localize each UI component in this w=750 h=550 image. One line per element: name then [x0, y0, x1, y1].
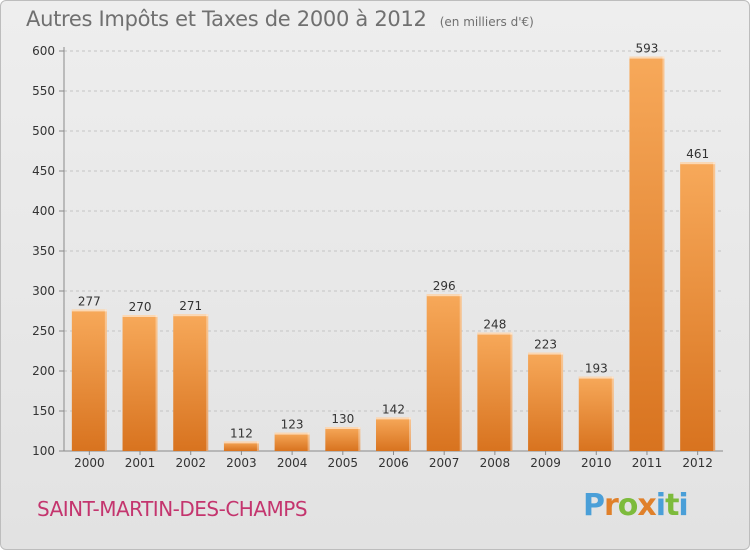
value-label-2001: 270 [129, 300, 152, 314]
bar-2008 [477, 332, 513, 451]
bar-edge-2006 [409, 417, 411, 451]
bar-highlight-2001 [122, 315, 158, 317]
y-tick-label: 300 [32, 284, 55, 298]
bar-edge-2008 [510, 332, 513, 451]
x-tick-label-2007: 2007 [429, 456, 460, 470]
bar-2000 [71, 309, 107, 451]
y-tick-label: 500 [32, 124, 55, 138]
chart-bars [71, 56, 716, 451]
bar-2011 [629, 56, 665, 451]
bar-2009 [528, 352, 564, 451]
y-tick-label: 150 [32, 404, 55, 418]
bar-edge-2000 [104, 309, 107, 451]
bar-highlight-2007 [426, 294, 462, 297]
value-label-2011: 593 [636, 42, 659, 56]
value-label-2009: 223 [534, 338, 557, 352]
logo-letter: r [604, 488, 619, 523]
bar-edge-2011 [662, 56, 665, 451]
y-tick-label: 400 [32, 204, 55, 218]
bar-2003 [223, 441, 259, 451]
bar-2002 [173, 314, 209, 451]
bar-highlight-2009 [528, 352, 564, 355]
bar-2004 [274, 432, 310, 451]
value-label-2012: 461 [686, 147, 709, 161]
bar-edge-2012 [713, 162, 716, 451]
bar-2001 [122, 315, 158, 451]
x-tick-label-2002: 2002 [175, 456, 206, 470]
x-tick-label-2005: 2005 [328, 456, 359, 470]
value-label-2010: 193 [585, 362, 608, 376]
x-tick-label-2010: 2010 [581, 456, 612, 470]
y-tick-label: 350 [32, 244, 55, 258]
bar-highlight-2000 [71, 309, 107, 312]
bar-highlight-2003 [223, 441, 259, 444]
logo-letter: o [617, 488, 639, 523]
logo-letter: P [583, 488, 605, 523]
bar-edge-2003 [256, 441, 259, 451]
value-label-2008: 248 [483, 318, 506, 332]
bar-2010 [578, 376, 614, 451]
value-label-2006: 142 [382, 402, 405, 416]
bar-highlight-2004 [274, 432, 310, 435]
chart-title-block: Autres Impôts et Taxes de 2000 à 2012 (e… [26, 7, 534, 31]
bar-edge-2009 [561, 352, 564, 451]
bar-2012 [680, 162, 716, 451]
value-label-2005: 130 [331, 412, 354, 426]
chart-grid [64, 50, 723, 412]
x-tick-label-2006: 2006 [378, 456, 409, 470]
logo-letter: i [678, 488, 688, 523]
x-tick-label-2008: 2008 [480, 456, 511, 470]
x-tick-label-2003: 2003 [226, 456, 257, 470]
bar-highlight-2010 [578, 376, 614, 379]
bar-2005 [325, 427, 361, 451]
commune-name: SAINT-MARTIN-DES-CHAMPS [37, 497, 308, 521]
logo-letter: i [655, 488, 666, 523]
value-label-2007: 296 [433, 279, 456, 293]
y-tick-label: 600 [32, 44, 55, 58]
proxiti-logo[interactable]: Proxiti [583, 488, 689, 523]
y-tick-label: 100 [32, 444, 55, 458]
logo-letter: t [665, 488, 679, 523]
x-tick-label-2012: 2012 [682, 456, 713, 470]
bar-highlight-2002 [173, 314, 209, 317]
bar-highlight-2012 [680, 162, 716, 165]
bar-edge-2004 [307, 432, 310, 451]
bar-edge-2007 [459, 294, 462, 451]
y-tick-label: 250 [32, 324, 55, 338]
logo-letter: x [637, 488, 656, 523]
x-tick-label-2011: 2011 [632, 456, 663, 470]
value-label-2000: 277 [78, 294, 101, 308]
bar-2007 [426, 294, 462, 451]
y-tick-label: 200 [32, 364, 55, 378]
value-label-2002: 271 [179, 299, 202, 313]
bar-highlight-2011 [629, 56, 665, 59]
bar-edge-2001 [155, 315, 158, 451]
chart-labels: 277 2000 270 2001 271 2002 112 2003 123 2004 130 20… [74, 42, 713, 470]
x-tick-label-2001: 2001 [125, 456, 156, 470]
bar-highlight-2008 [477, 332, 513, 335]
x-tick-label-2009: 2009 [530, 456, 561, 470]
bar-highlight-2005 [325, 427, 361, 429]
bar-edge-2002 [206, 314, 209, 451]
y-tick-label: 550 [32, 84, 55, 98]
value-label-2004: 123 [281, 418, 304, 432]
chart-title: Autres Impôts et Taxes de 2000 à 2012 [26, 7, 427, 31]
y-tick-label: 450 [32, 164, 55, 178]
x-tick-label-2004: 2004 [277, 456, 308, 470]
bar-edge-2010 [611, 376, 614, 451]
bar-highlight-2006 [376, 417, 411, 420]
x-tick-label-2000: 2000 [74, 456, 105, 470]
chart-subtitle: (en milliers d'€) [439, 15, 534, 29]
value-label-2003: 112 [230, 426, 253, 440]
bar-edge-2005 [358, 427, 361, 451]
bar-2006 [376, 417, 411, 451]
